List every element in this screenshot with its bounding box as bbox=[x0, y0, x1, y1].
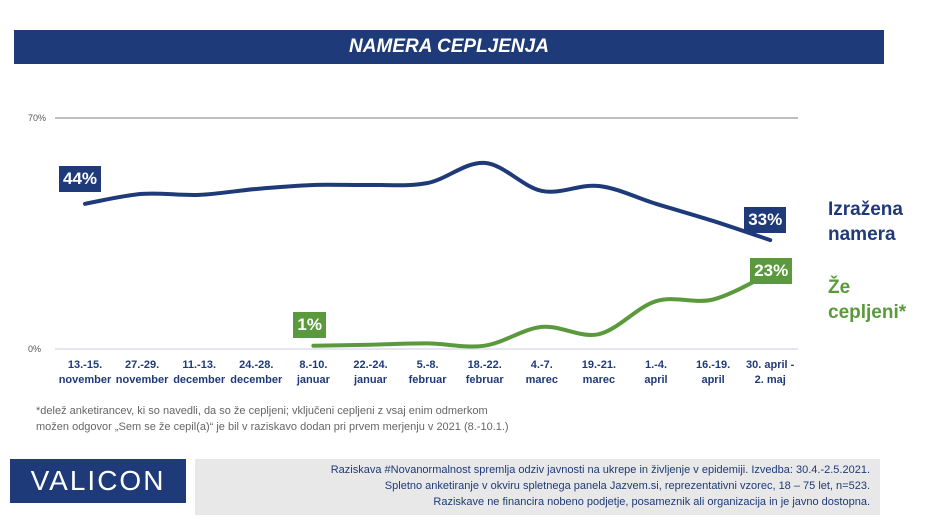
x-tick-line: 11.-13. bbox=[182, 359, 216, 371]
x-tick-label: 19.-21. marec bbox=[569, 358, 629, 388]
x-tick-line: 27.-29. bbox=[124, 359, 160, 371]
x-tick-line: januar bbox=[296, 374, 330, 386]
survey-info: Raziskava #Novanormalnost spremlja odziv… bbox=[195, 459, 880, 515]
legend-text: cepljeni* bbox=[828, 302, 907, 323]
x-tick-line: november bbox=[115, 374, 169, 386]
x-tick-line: 22.-24. bbox=[353, 359, 388, 371]
x-tick-line: 13.-15. bbox=[67, 359, 103, 371]
data-label: 1% bbox=[293, 311, 326, 338]
x-tick-label: 22.-24. januar bbox=[341, 358, 401, 388]
x-tick-line: marec bbox=[582, 374, 616, 386]
x-tick-line: 18.-22. bbox=[467, 359, 502, 371]
x-tick-line: januar bbox=[353, 374, 387, 386]
x-tick-line: april bbox=[644, 374, 668, 386]
x-tick-line: 8.-10. bbox=[299, 359, 328, 371]
legend-text: Že bbox=[828, 277, 851, 298]
y-tick-label: 0% bbox=[28, 344, 41, 354]
series-line bbox=[83, 160, 773, 243]
x-tick-line: februar bbox=[408, 374, 447, 386]
x-tick-line: 1.-4. bbox=[644, 359, 667, 371]
legend-entry: Že cepljeni* bbox=[828, 275, 906, 325]
x-tick-line: december bbox=[173, 374, 226, 386]
footnote-line: *delež anketirancev, ki so navedli, da s… bbox=[36, 405, 488, 417]
info-line: Spletno anketiranje v okviru spletnega p… bbox=[384, 480, 870, 492]
x-tick-label: 11.-13. december bbox=[169, 358, 229, 388]
x-tick-label: 13.-15. november bbox=[55, 358, 115, 388]
x-tick-line: 5.-8. bbox=[416, 359, 439, 371]
legend-text: Izražena bbox=[828, 199, 903, 220]
x-tick-line: december bbox=[230, 374, 283, 386]
x-tick-label: 16.-19. april bbox=[683, 358, 743, 388]
x-tick-line: 19.-21. bbox=[581, 359, 617, 371]
x-tick-label: 5.-8. februar bbox=[398, 358, 458, 388]
x-tick-line: november bbox=[58, 374, 112, 386]
x-tick-line: 24.-28. bbox=[239, 359, 274, 371]
x-tick-label: 30. april - 2. maj bbox=[740, 358, 800, 388]
data-label: 33% bbox=[744, 207, 787, 234]
legend-entry: Izražena namera bbox=[828, 197, 903, 247]
x-tick-line: april bbox=[701, 374, 725, 386]
series-line bbox=[311, 271, 773, 349]
x-tick-label: 1.-4. april bbox=[626, 358, 686, 388]
valicon-logo: VALICON bbox=[10, 459, 186, 503]
info-line: Raziskava #Novanormalnost spremlja odziv… bbox=[330, 464, 870, 476]
x-tick-label: 27.-29. november bbox=[112, 358, 172, 388]
x-tick-line: 2. maj bbox=[754, 374, 786, 386]
footnote: *delež anketirancev, ki so navedli, da s… bbox=[36, 403, 509, 435]
x-tick-label: 24.-28. december bbox=[226, 358, 286, 388]
chart-title: NAMERA CEPLJENJA bbox=[14, 30, 884, 64]
x-tick-line: 4.-7. bbox=[530, 359, 553, 371]
line-chart: 0% 70% bbox=[28, 113, 798, 354]
x-tick-line: 16.-19. bbox=[695, 359, 731, 371]
data-label: 44% bbox=[59, 165, 102, 192]
footnote-line: možen odgovor „Sem se že cepil(a)“ je bi… bbox=[36, 421, 509, 433]
data-label: 23% bbox=[750, 258, 793, 285]
x-tick-line: februar bbox=[465, 374, 504, 386]
x-tick-label: 18.-22. februar bbox=[455, 358, 515, 388]
y-tick-label: 70% bbox=[28, 113, 46, 123]
info-line: Raziskave ne financira nobeno podjetje, … bbox=[433, 496, 870, 508]
x-tick-label: 8.-10. januar bbox=[283, 358, 343, 388]
x-tick-line: marec bbox=[525, 374, 558, 386]
x-tick-line: 30. april - bbox=[746, 359, 795, 371]
x-tick-label: 4.-7. marec bbox=[512, 358, 572, 388]
legend-text: namera bbox=[828, 224, 896, 245]
